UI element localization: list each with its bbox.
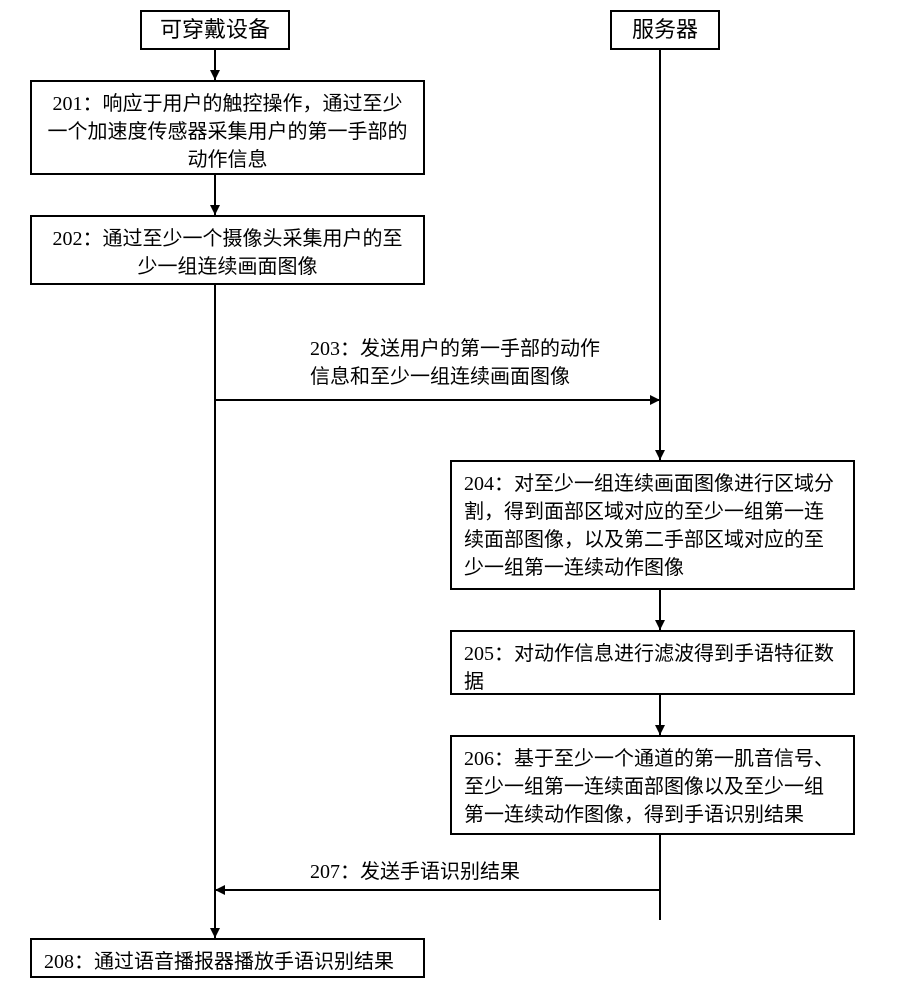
- step-201: 201：响应于用户的触控操作，通过至少一个加速度传感器采集用户的第一手部的动作信…: [30, 80, 425, 175]
- step-206: 206：基于至少一个通道的第一肌音信号、至少一组第一连续面部图像以及至少一组第一…: [450, 735, 855, 835]
- step-202: 202：通过至少一个摄像头采集用户的至少一组连续画面图像: [30, 215, 425, 285]
- header-server: 服务器: [610, 10, 720, 50]
- msg-207-text: 207：发送手语识别结果: [310, 861, 520, 883]
- step-201-text: 201：响应于用户的触控操作，通过至少一个加速度传感器采集用户的第一手部的动作信…: [44, 90, 411, 174]
- msg-207: 207：发送手语识别结果: [310, 858, 520, 886]
- msg-203: 203：发送用户的第一手部的动作 信息和至少一组连续画面图像: [310, 335, 600, 391]
- header-server-label: 服务器: [632, 15, 698, 46]
- step-206-text: 206：基于至少一个通道的第一肌音信号、至少一组第一连续面部图像以及至少一组第一…: [464, 745, 841, 829]
- step-202-text: 202：通过至少一个摄像头采集用户的至少一组连续画面图像: [44, 225, 411, 281]
- header-wearable-label: 可穿戴设备: [160, 15, 270, 46]
- step-208-text: 208：通过语音播报器播放手语识别结果: [44, 948, 394, 976]
- msg-203-line1: 203：发送用户的第一手部的动作: [310, 338, 600, 360]
- msg-203-line2: 信息和至少一组连续画面图像: [310, 366, 570, 388]
- step-204: 204：对至少一组连续画面图像进行区域分割，得到面部区域对应的至少一组第一连续面…: [450, 460, 855, 590]
- step-208: 208：通过语音播报器播放手语识别结果: [30, 938, 425, 978]
- step-205: 205：对动作信息进行滤波得到手语特征数据: [450, 630, 855, 695]
- header-wearable: 可穿戴设备: [140, 10, 290, 50]
- step-204-text: 204：对至少一组连续画面图像进行区域分割，得到面部区域对应的至少一组第一连续面…: [464, 470, 841, 582]
- step-205-text: 205：对动作信息进行滤波得到手语特征数据: [464, 640, 841, 696]
